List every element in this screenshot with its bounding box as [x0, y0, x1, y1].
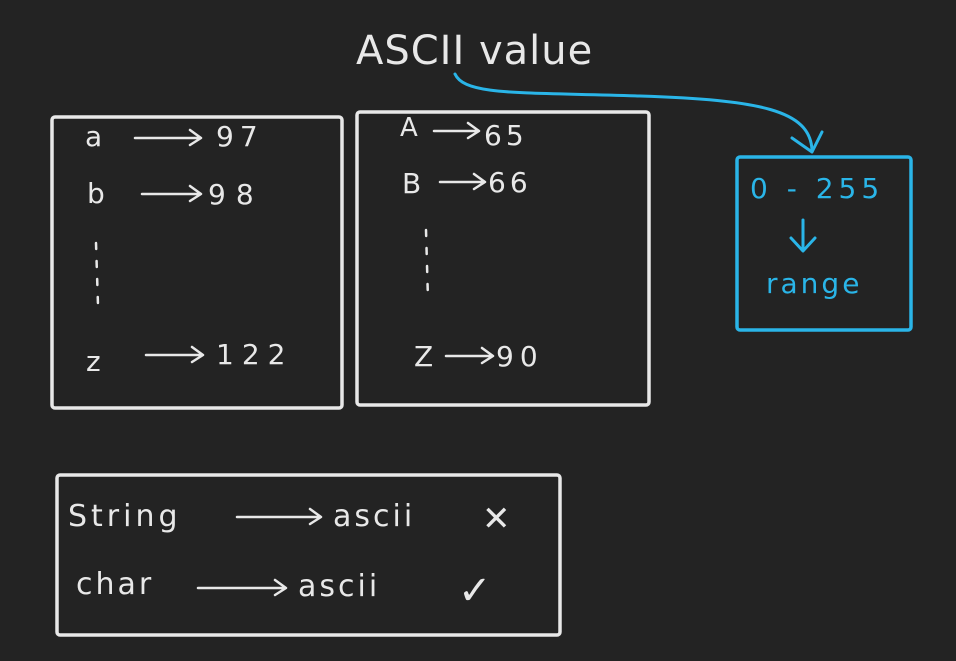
lowercase-row: b 98 — [87, 177, 264, 211]
uppercase-row-char: A — [400, 113, 418, 143]
lowercase-row: z 122 — [86, 338, 293, 378]
lowercase-box: a 97 b 98 z 122 — [50, 115, 344, 410]
lowercase-row-char: b — [87, 177, 105, 210]
uppercase-row: Z 90 — [414, 340, 544, 373]
mapping-arrow — [444, 346, 495, 365]
conversion-arrow — [235, 507, 323, 526]
uppercase-row-value: 90 — [496, 340, 544, 373]
uppercase-row-value: 66 — [488, 166, 532, 199]
lowercase-row: a 97 — [85, 120, 264, 153]
uppercase-row: A 65 — [400, 113, 528, 152]
conversion-row: String ascii ✕ — [68, 499, 511, 539]
lowercase-row-value: 97 — [216, 120, 264, 153]
conversion-from: char — [76, 567, 154, 602]
cross-icon: ✕ — [482, 499, 511, 539]
mapping-arrow — [438, 172, 487, 191]
conversion-from: String — [68, 499, 182, 534]
mapping-arrow — [140, 184, 203, 203]
uppercase-row-char: B — [402, 167, 421, 200]
conversion-to: ascii — [333, 499, 415, 534]
range-down-arrow — [789, 218, 817, 253]
range-value: 0 - 255 — [750, 172, 884, 205]
ellipsis-dots — [424, 228, 430, 302]
title-to-range-arrow — [453, 72, 814, 152]
range-box: 0 - 255 range — [735, 155, 913, 332]
mapping-arrow — [432, 121, 481, 140]
conversion-row: char ascii ✓ — [76, 567, 492, 614]
ellipsis-dots — [94, 241, 100, 307]
lowercase-row-value: 122 — [216, 338, 293, 371]
conversion-arrow — [196, 578, 288, 597]
uppercase-row-value: 65 — [484, 119, 528, 152]
lowercase-row-char: z — [86, 345, 101, 378]
uppercase-row: B 66 — [402, 166, 532, 200]
range-label: range — [766, 267, 862, 300]
uppercase-row-char: Z — [414, 340, 433, 373]
lowercase-row-value: 98 — [208, 178, 264, 211]
conversion-box: String ascii ✕ char ascii ✓ — [55, 473, 562, 637]
diagram-title: ASCII value — [356, 28, 593, 74]
check-icon: ✓ — [458, 568, 492, 614]
uppercase-box: A 65 B 66 Z 90 — [355, 110, 651, 407]
mapping-arrow — [133, 128, 203, 147]
title-to-range-arrowhead — [790, 130, 824, 154]
mapping-arrow — [144, 345, 205, 364]
conversion-to: ascii — [298, 569, 380, 604]
lowercase-row-char: a — [85, 120, 102, 153]
